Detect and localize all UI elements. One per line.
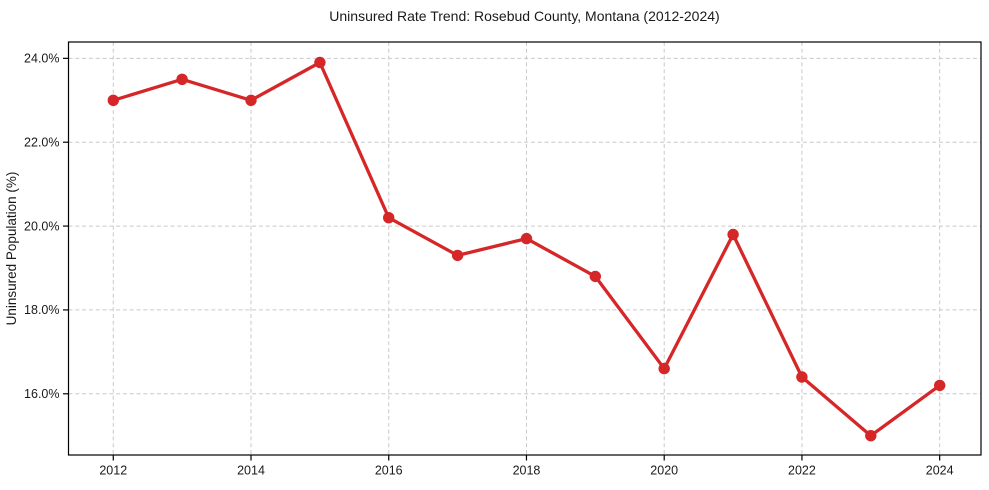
data-point [176, 73, 188, 86]
data-point [383, 212, 395, 224]
data-point [314, 56, 326, 69]
data-point [796, 371, 808, 383]
x-tick-label: 2012 [99, 464, 127, 478]
x-tick-label: 2018 [513, 464, 541, 478]
data-point [727, 228, 739, 241]
y-axis-label: Uninsured Population (%) [4, 172, 19, 326]
y-tick-label: 18.0% [24, 303, 59, 317]
tick-labels: 2012 2014 2016 2018 2020 2022 2024 16.0% 18.0% 20… [24, 52, 954, 478]
x-tick-label: 2016 [375, 464, 403, 478]
data-point [245, 94, 257, 107]
data-point [107, 94, 120, 107]
data-point [658, 362, 670, 375]
x-tick-label: 2020 [650, 464, 678, 478]
y-tick-label: 16.0% [24, 387, 59, 401]
y-tick-label: 22.0% [24, 136, 59, 150]
x-tick-label: 2022 [788, 464, 816, 478]
gridlines [68, 42, 981, 455]
y-tick-label: 20.0% [24, 219, 59, 233]
y-tick-label: 24.0% [24, 52, 59, 66]
data-point [865, 430, 877, 442]
data-series [107, 56, 946, 442]
data-point [589, 270, 601, 283]
x-tick-label: 2014 [237, 464, 265, 478]
chart-title: Uninsured Rate Trend: Rosebud County, Mo… [329, 8, 719, 24]
x-tick-label: 2024 [926, 464, 954, 478]
data-point [934, 379, 946, 392]
plot-border [67, 41, 982, 456]
data-point [451, 249, 464, 262]
data-point [520, 232, 533, 245]
plot-frame [67, 41, 982, 456]
axis-ticks [63, 57, 941, 461]
